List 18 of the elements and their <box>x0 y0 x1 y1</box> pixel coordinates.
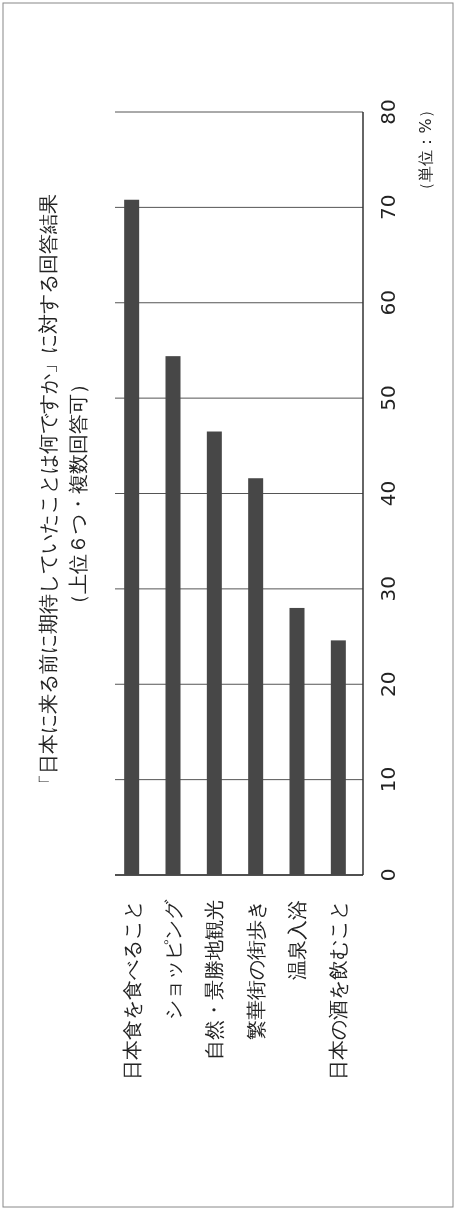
category: 繁華街の街歩き <box>243 900 268 1040</box>
category: 日本の酒を飲むこと <box>326 900 351 1080</box>
ytick: 70 <box>376 194 400 221</box>
subtitle: （上位６つ・複数回答可） <box>66 373 90 614</box>
ytick: 40 <box>376 480 400 507</box>
ytick: 30 <box>376 576 400 602</box>
ytick: 20 <box>376 671 400 697</box>
category: 温泉入浴 <box>285 900 309 980</box>
ytick: 0 <box>376 868 400 882</box>
ytick: 10 <box>376 766 400 793</box>
ytick: 50 <box>376 385 400 411</box>
ylabel: （単位：%） <box>415 102 435 198</box>
ytick: 60 <box>376 290 400 316</box>
category: ショッピング <box>161 900 185 1020</box>
title: 「日本に来る前に期待していたことは何ですか」に対する回答結果 <box>36 193 60 794</box>
ytick: 80 <box>376 99 400 125</box>
category: 日本食を食べること <box>119 900 144 1080</box>
category: 自然・景勝地観光 <box>202 900 227 1060</box>
